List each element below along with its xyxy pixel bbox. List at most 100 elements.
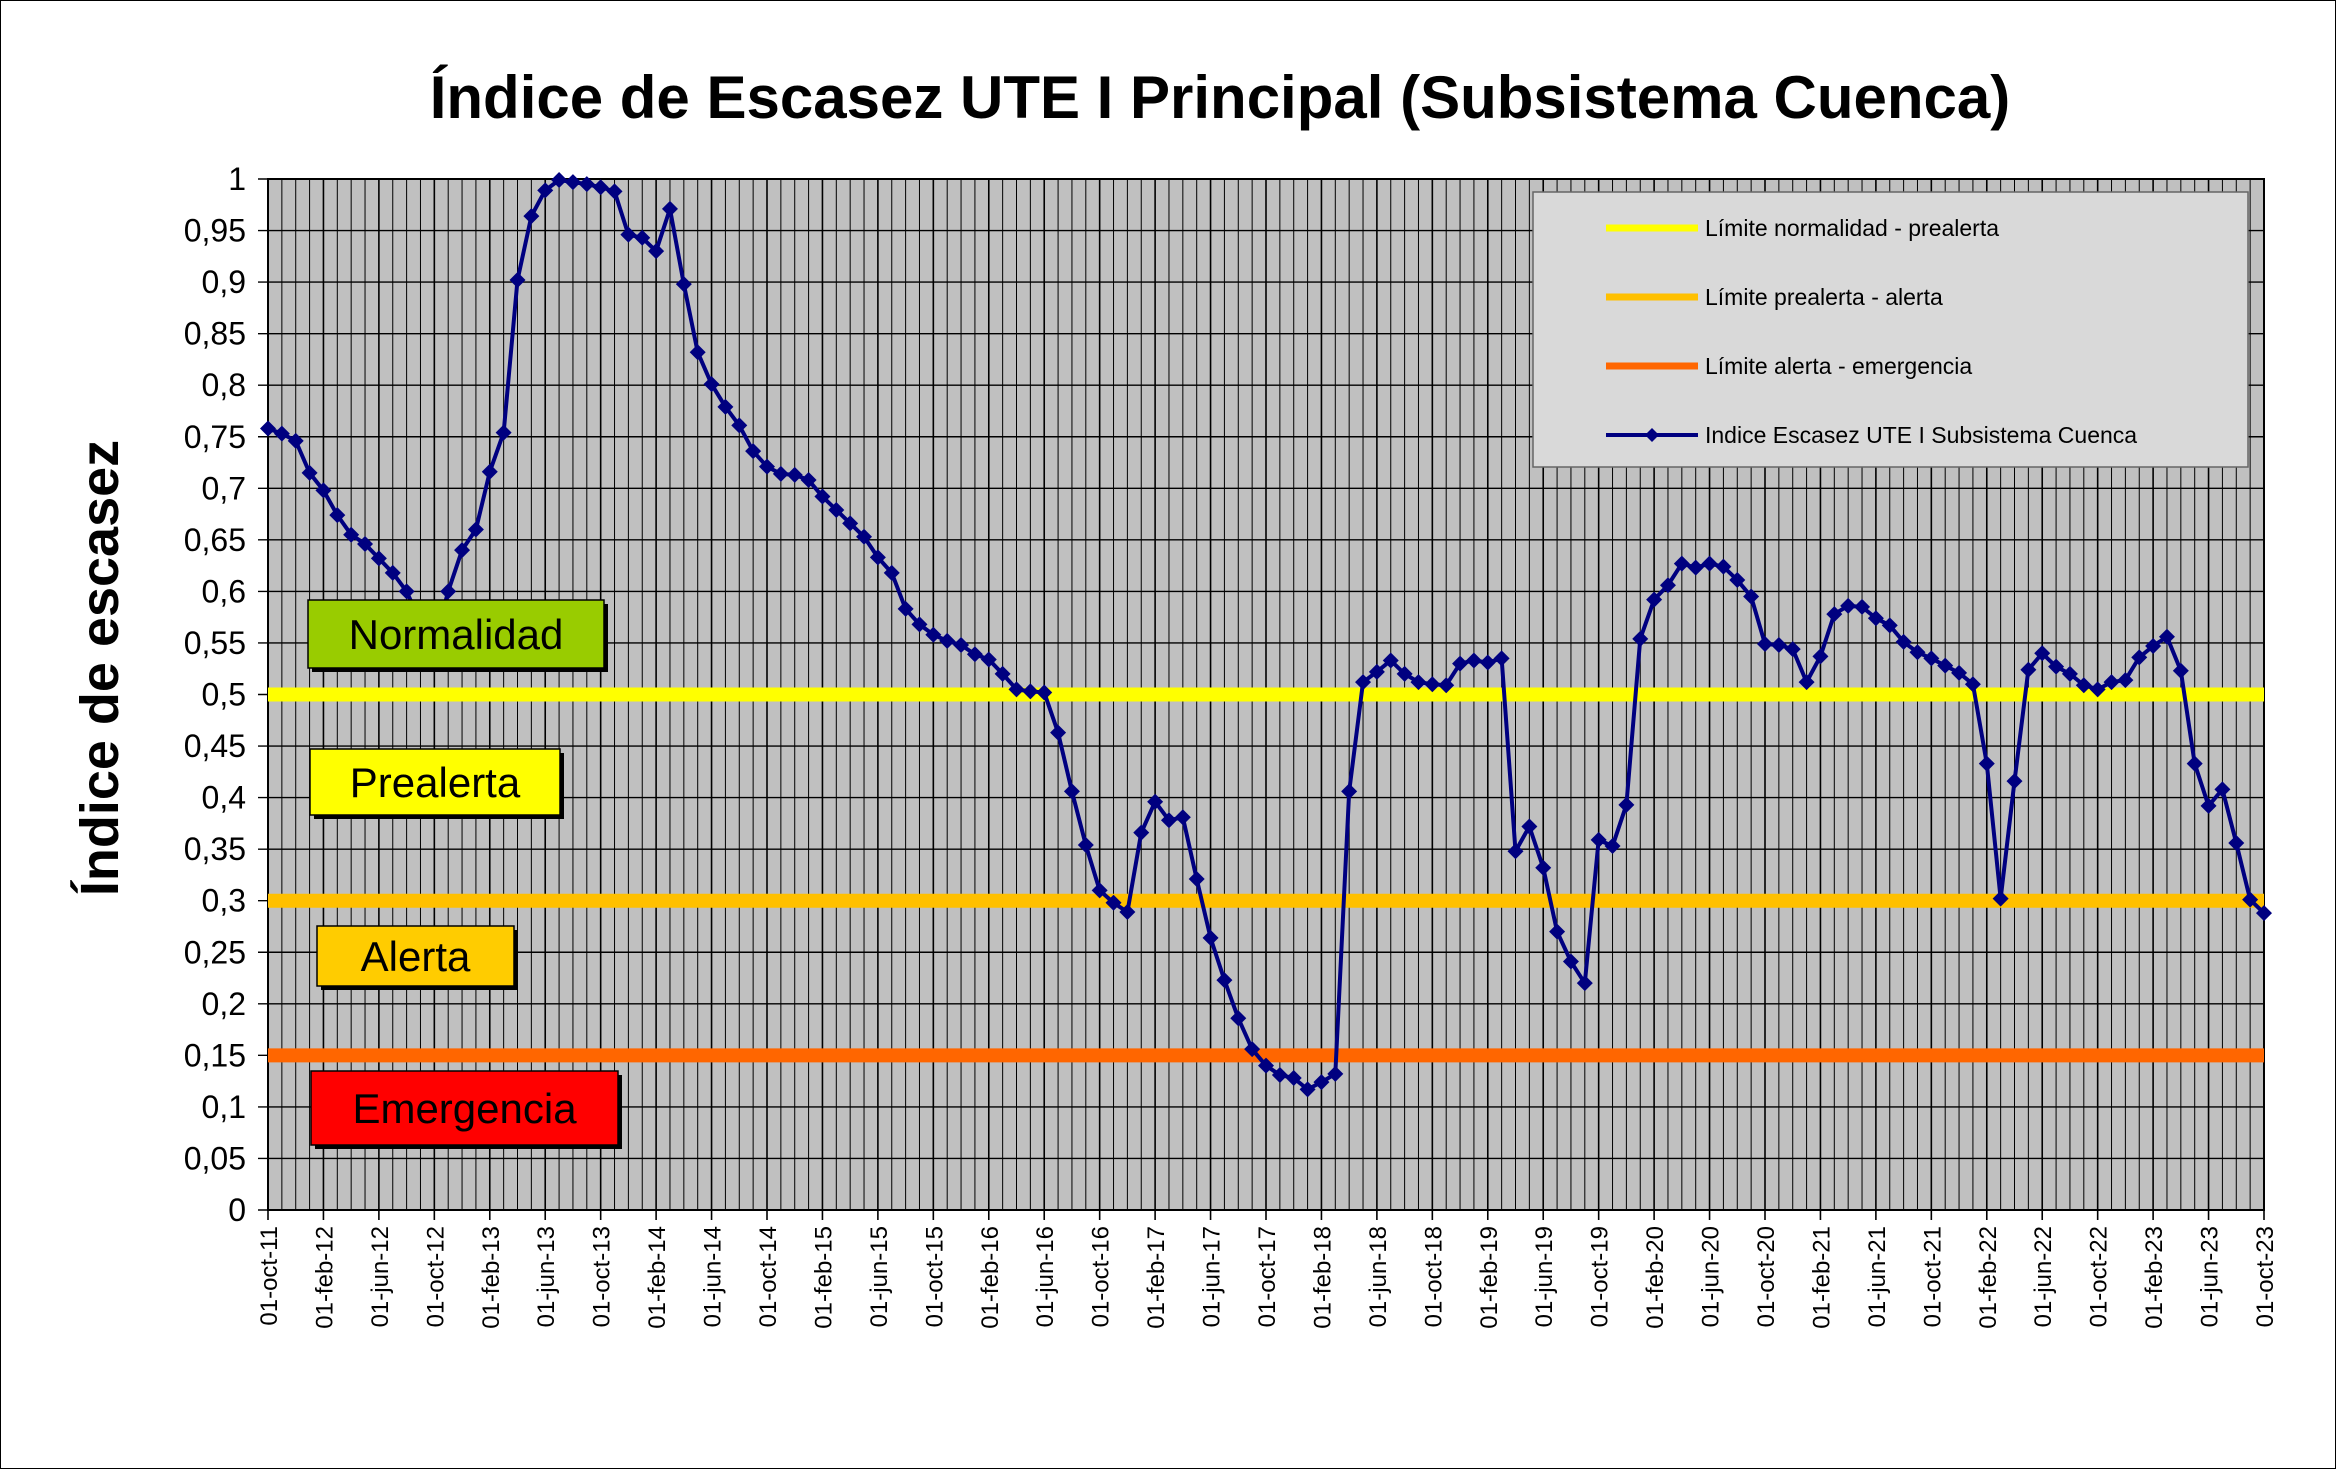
data-point bbox=[1452, 655, 1469, 672]
data-point bbox=[329, 507, 346, 524]
data-point bbox=[2089, 681, 2106, 698]
zone-labels: Normalidad Prealerta Alerta Emergencia bbox=[307, 599, 622, 1149]
x-tick-label: 01-jun-17 bbox=[1199, 1226, 1226, 1327]
data-point bbox=[1341, 783, 1358, 800]
data-point bbox=[994, 665, 1011, 682]
legend-marker bbox=[1645, 428, 1659, 442]
data-point bbox=[1729, 572, 1746, 589]
data-point bbox=[661, 200, 678, 217]
data-point bbox=[1119, 904, 1136, 921]
data-point bbox=[1355, 674, 1372, 691]
legend-label: Indice Escasez UTE I Subsistema Cuenca bbox=[1705, 422, 2137, 448]
data-point bbox=[1618, 796, 1635, 813]
data-point bbox=[1854, 598, 1871, 615]
x-tick-label: 01-oct-12 bbox=[422, 1226, 449, 1327]
data-point bbox=[925, 626, 942, 643]
y-tick-label: 0,95 bbox=[184, 213, 246, 249]
data-point bbox=[370, 550, 387, 567]
data-point bbox=[1147, 793, 1164, 810]
data-point bbox=[1313, 1074, 1330, 1091]
x-tick-label: 01-feb-20 bbox=[1642, 1226, 1669, 1329]
data-point bbox=[2103, 674, 2120, 691]
y-tick-label: 0,4 bbox=[202, 780, 246, 816]
legend: Límite normalidad - prealerta Límite prea… bbox=[1532, 191, 2249, 468]
x-tick-label: 01-feb-21 bbox=[1808, 1226, 1835, 1329]
x-tick-label: 01-oct-16 bbox=[1088, 1226, 1115, 1327]
data-point bbox=[648, 243, 665, 260]
x-tick-label: 01-jun-22 bbox=[2030, 1226, 2057, 1327]
x-tick-label: 01-jun-16 bbox=[1032, 1226, 1059, 1327]
data-point bbox=[1022, 683, 1039, 700]
data-point bbox=[731, 417, 748, 434]
zone-label-box bbox=[307, 599, 605, 669]
data-point bbox=[2242, 891, 2259, 908]
data-point bbox=[883, 564, 900, 581]
data-point bbox=[384, 564, 401, 581]
data-point bbox=[2256, 905, 2272, 922]
data-point bbox=[1881, 617, 1898, 634]
data-point bbox=[717, 398, 734, 415]
data-series bbox=[260, 172, 2272, 1098]
data-point bbox=[1465, 652, 1482, 669]
data-point bbox=[1479, 654, 1496, 671]
y-tick-label: 0,9 bbox=[202, 264, 246, 300]
data-point bbox=[1271, 1066, 1288, 1083]
data-point bbox=[592, 179, 609, 196]
data-point bbox=[1562, 953, 1579, 970]
data-point bbox=[675, 276, 692, 293]
data-point bbox=[828, 501, 845, 518]
data-point bbox=[1258, 1057, 1274, 1074]
data-point bbox=[1659, 577, 1676, 594]
data-point bbox=[1077, 837, 1094, 854]
data-point bbox=[2172, 662, 2189, 679]
data-point bbox=[1646, 591, 1663, 608]
x-tick-label: 01-feb-16 bbox=[977, 1226, 1004, 1329]
y-tick-label: 0,7 bbox=[202, 470, 246, 506]
x-tick-label: 01-jun-21 bbox=[1864, 1226, 1891, 1327]
data-point bbox=[1285, 1070, 1302, 1087]
data-point bbox=[287, 432, 304, 449]
data-point bbox=[689, 344, 706, 361]
data-point bbox=[1174, 809, 1191, 826]
x-tick-label: 01-feb-13 bbox=[478, 1226, 505, 1329]
data-point bbox=[1410, 674, 1427, 691]
x-tick-label: 01-jun-14 bbox=[700, 1226, 727, 1327]
data-point bbox=[509, 272, 526, 289]
data-point bbox=[1909, 644, 1926, 661]
data-point bbox=[454, 542, 471, 559]
y-tick-label: 0,3 bbox=[202, 883, 246, 919]
data-point bbox=[1188, 871, 1205, 888]
data-point bbox=[2145, 638, 2162, 655]
data-point bbox=[2061, 665, 2078, 682]
data-point bbox=[1230, 1010, 1247, 1027]
x-tick-label: 01-oct-15 bbox=[921, 1226, 948, 1327]
y-tick-label: 0,8 bbox=[202, 367, 246, 403]
x-tick-label: 01-feb-12 bbox=[311, 1226, 338, 1329]
x-tick-label: 01-jun-20 bbox=[1698, 1226, 1725, 1327]
data-point bbox=[966, 646, 983, 663]
data-point bbox=[551, 172, 568, 189]
data-point bbox=[842, 515, 859, 532]
data-point bbox=[1812, 648, 1829, 665]
data-point bbox=[273, 425, 290, 442]
data-point bbox=[1951, 664, 1968, 681]
x-tick-label: 01-oct-11 bbox=[256, 1226, 283, 1326]
zone-label-text: Normalidad bbox=[349, 611, 564, 658]
data-point bbox=[620, 226, 637, 243]
x-tick-label: 01-jun-12 bbox=[367, 1226, 394, 1327]
data-point bbox=[1105, 894, 1122, 911]
legend-box bbox=[1532, 191, 2249, 468]
zone-label-box bbox=[310, 1070, 619, 1146]
data-point bbox=[537, 182, 554, 199]
zone-label-text: Emergencia bbox=[352, 1085, 577, 1132]
x-tick-label: 01-feb-15 bbox=[810, 1226, 837, 1329]
y-tick-label: 0,45 bbox=[184, 728, 246, 764]
chart-title: Índice de Escasez UTE I Principal (Subsi… bbox=[430, 64, 2011, 131]
x-tick-label: 01-jun-13 bbox=[533, 1226, 560, 1327]
data-point bbox=[1701, 555, 1718, 572]
data-point bbox=[1424, 676, 1441, 693]
data-point bbox=[1867, 610, 1884, 627]
data-point bbox=[467, 521, 484, 538]
